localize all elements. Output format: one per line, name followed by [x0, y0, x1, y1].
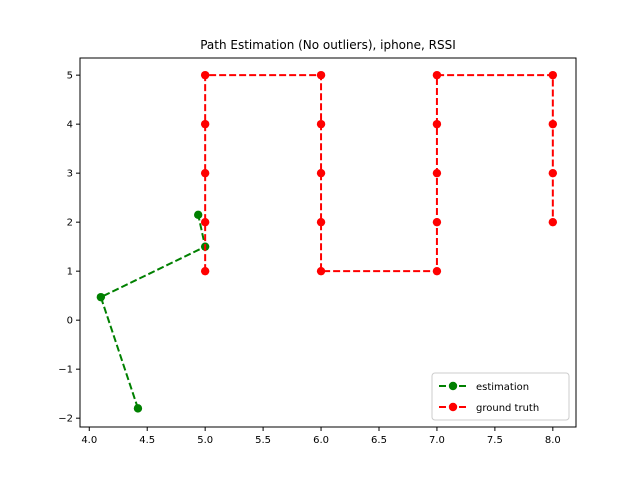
legend-label: ground truth	[476, 403, 539, 414]
data-point	[432, 70, 442, 80]
y-tick-label: 3	[67, 169, 73, 180]
y-tick-label: 1	[67, 267, 73, 278]
x-tick-label: 7.0	[429, 435, 445, 446]
y-tick-label: 5	[67, 71, 73, 82]
legend-box	[431, 372, 570, 421]
plot-area: 4.0 4.5 5.0 5.5 6.0 6.5 7.0 7.5 8.0 −2 −1 0 1 2 3 4 5	[58, 57, 577, 446]
data-point	[200, 70, 210, 80]
data-point	[316, 119, 326, 129]
series-line	[99, 214, 207, 409]
data-point	[316, 266, 326, 276]
data-point	[548, 70, 558, 80]
y-tick-label: 2	[67, 218, 73, 229]
data-point	[200, 217, 210, 227]
data-point	[548, 119, 558, 129]
x-tick-label: 7.5	[487, 435, 503, 446]
x-tick-label: 5.0	[197, 435, 213, 446]
data-point	[432, 168, 442, 178]
x-tick-label: 6.0	[313, 435, 329, 446]
data-point	[96, 292, 106, 302]
data-point	[200, 119, 210, 129]
chart-title: Path Estimation (No outliers), iphone, R…	[200, 38, 456, 52]
data-point	[432, 119, 442, 129]
data-point	[432, 217, 442, 227]
axes-frame	[79, 57, 577, 428]
data-point	[133, 404, 143, 413]
legend-marker	[448, 402, 458, 412]
data-point	[200, 168, 210, 178]
legend: estimation ground truth	[431, 372, 570, 421]
data-point	[316, 217, 326, 227]
data-point	[432, 266, 442, 276]
series-layer	[96, 70, 558, 413]
data-point	[200, 266, 210, 276]
x-tick-label: 4.0	[81, 435, 97, 446]
data-point	[548, 217, 558, 227]
data-point	[316, 70, 326, 80]
x-tick-label: 5.5	[255, 435, 271, 446]
x-tick-label: 8.0	[545, 435, 561, 446]
y-tick-label: 4	[67, 120, 73, 131]
legend-marker	[448, 381, 458, 391]
legend-label: estimation	[476, 382, 529, 393]
data-point	[548, 168, 558, 178]
y-tick-label: −1	[58, 365, 73, 376]
x-tick-label: 6.5	[371, 435, 387, 446]
y-tick-label: −2	[58, 414, 73, 425]
x-tick-label: 4.5	[139, 435, 155, 446]
data-point	[194, 210, 203, 220]
data-point	[316, 168, 326, 178]
y-tick-label: 0	[67, 316, 73, 327]
